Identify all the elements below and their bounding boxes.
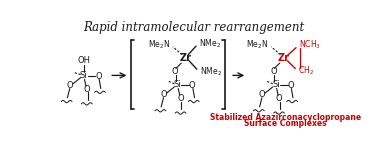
Text: Zr: Zr xyxy=(277,54,290,64)
Text: Me$_2$N: Me$_2$N xyxy=(246,38,268,51)
Text: Rapid intramolecular rearrangement: Rapid intramolecular rearrangement xyxy=(83,21,304,34)
Text: O: O xyxy=(67,81,73,90)
Text: O: O xyxy=(287,81,294,90)
Text: Si: Si xyxy=(174,80,181,89)
Text: O: O xyxy=(160,90,167,99)
Text: Zr: Zr xyxy=(179,54,191,64)
Text: O: O xyxy=(84,85,90,94)
Text: NCH$_3$: NCH$_3$ xyxy=(299,38,321,51)
Text: NMe$_2$: NMe$_2$ xyxy=(199,38,221,50)
Text: Si: Si xyxy=(272,80,280,89)
Text: Me$_2$N: Me$_2$N xyxy=(148,38,170,51)
Text: Stabilized Azazirconacyclopropane: Stabilized Azazirconacyclopropane xyxy=(210,113,361,122)
Text: Surface Complexes: Surface Complexes xyxy=(244,119,327,128)
Text: O: O xyxy=(259,90,265,99)
Text: O: O xyxy=(270,67,277,76)
Text: CH$_2$: CH$_2$ xyxy=(298,65,314,77)
Text: O: O xyxy=(177,94,184,103)
Text: O: O xyxy=(95,72,102,81)
Text: O: O xyxy=(276,94,282,103)
Text: O: O xyxy=(172,67,178,76)
Text: O: O xyxy=(189,81,195,90)
Text: OH: OH xyxy=(77,56,90,65)
Text: NMe$_2$: NMe$_2$ xyxy=(200,65,222,78)
Text: Si: Si xyxy=(80,71,87,80)
